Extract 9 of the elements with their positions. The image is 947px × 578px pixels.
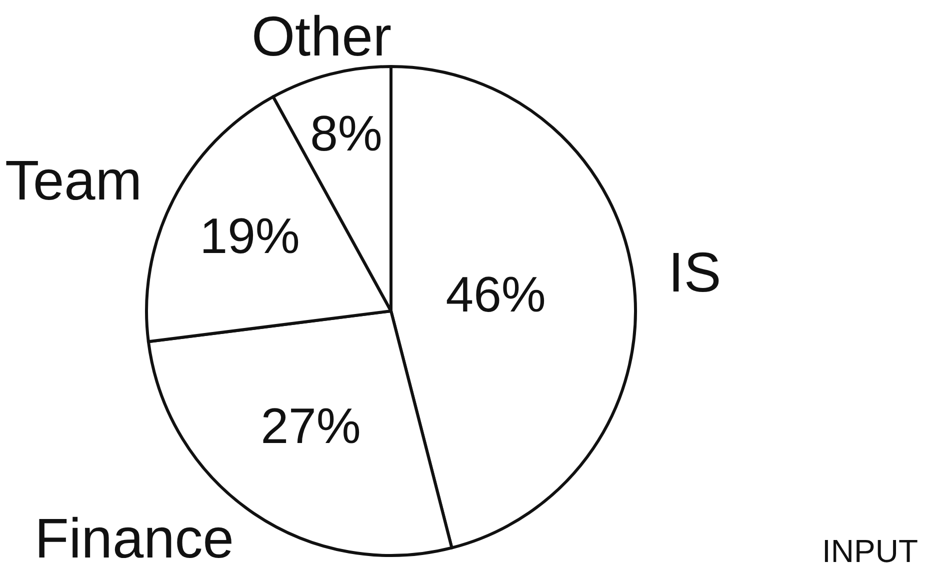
slice-label: Team — [5, 148, 142, 212]
slice-label: Other — [251, 4, 392, 68]
data-label: 46% — [446, 266, 546, 323]
data-label: 27% — [260, 398, 361, 454]
slice-label: IS — [668, 240, 722, 304]
slice-label: Finance — [34, 506, 234, 570]
data-label: 19% — [200, 208, 300, 264]
text: INPUT — [822, 533, 918, 569]
data-label: 8% — [310, 105, 382, 162]
